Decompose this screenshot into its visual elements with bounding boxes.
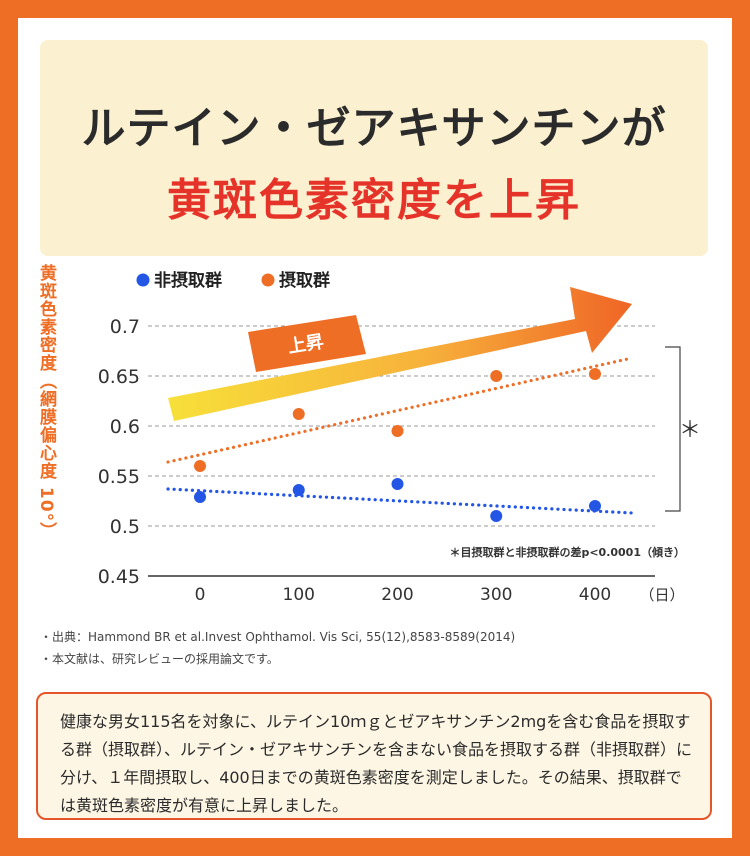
legend-label: 非摂取群 [154, 270, 222, 291]
y-tick-label: 0.6 [110, 416, 140, 438]
y-tick-label: 0.7 [110, 316, 140, 338]
data-point [391, 425, 404, 437]
y-tick-label: 0.55 [98, 466, 140, 488]
data-point [589, 500, 601, 512]
source-review-note: ・本文献は、研究レビューの採用論文です。 [40, 652, 279, 666]
trend-line [166, 356, 634, 464]
rise-label-badge [248, 315, 366, 372]
y-axis-label: 黄斑色素密度（網膜偏心度 10°） [36, 264, 56, 541]
x-tick-label: 400 [579, 585, 611, 605]
data-point [589, 368, 601, 380]
headline-line2: 黄斑色素密度を上昇 [167, 175, 581, 226]
x-tick-label: 100 [283, 585, 315, 605]
x-tick-label: 300 [480, 585, 512, 605]
legend-marker [136, 273, 150, 287]
legend-marker [261, 273, 275, 287]
trend-line [166, 487, 634, 515]
data-point [292, 484, 305, 496]
y-tick-label: 0.65 [98, 366, 140, 388]
data-point [194, 460, 206, 472]
x-tick-label: 200 [381, 585, 413, 605]
data-point [490, 510, 503, 522]
legend-label: 摂取群 [279, 270, 330, 291]
significance-bracket: ＊ [665, 346, 701, 512]
significance-mark: ＊ [679, 418, 701, 443]
chart-canvas: 0.7 0.65 0.6 0.55 0.5 0.45 上昇 0 100 200 300 400 （日… [98, 270, 701, 605]
rise-arrow-shape [168, 287, 632, 421]
source-citation: ・出典：Hammond BR et al.Invest Ophthamol. V… [40, 630, 516, 644]
data-point [194, 491, 206, 503]
headline-line1: ルテイン・ゼアキサンチンが [81, 103, 667, 154]
x-tick-label: 0 [195, 585, 206, 605]
source-notes: ・出典：Hammond BR et al.Invest Ophthamol. V… [40, 626, 515, 670]
x-axis-unit: （日） [639, 586, 684, 604]
summary-box: 健康な男女115名を対象に、ルテイン10ｍｇとゼアキサンチン2mgを含む食品を摂… [36, 692, 712, 820]
significance-note: ＊目摂取群と非摂取群の差p<0.0001（傾き） [449, 545, 685, 559]
data-point [490, 370, 503, 382]
data-point [292, 408, 305, 420]
data-point [391, 478, 404, 490]
rise-arrow: 上昇 [168, 287, 632, 421]
title-banner: ルテイン・ゼアキサンチンが 黄斑色素密度を上昇 [40, 40, 708, 256]
bracket-line [665, 346, 681, 512]
y-tick-label: 0.45 [98, 566, 140, 588]
y-tick-label: 0.5 [110, 516, 140, 538]
